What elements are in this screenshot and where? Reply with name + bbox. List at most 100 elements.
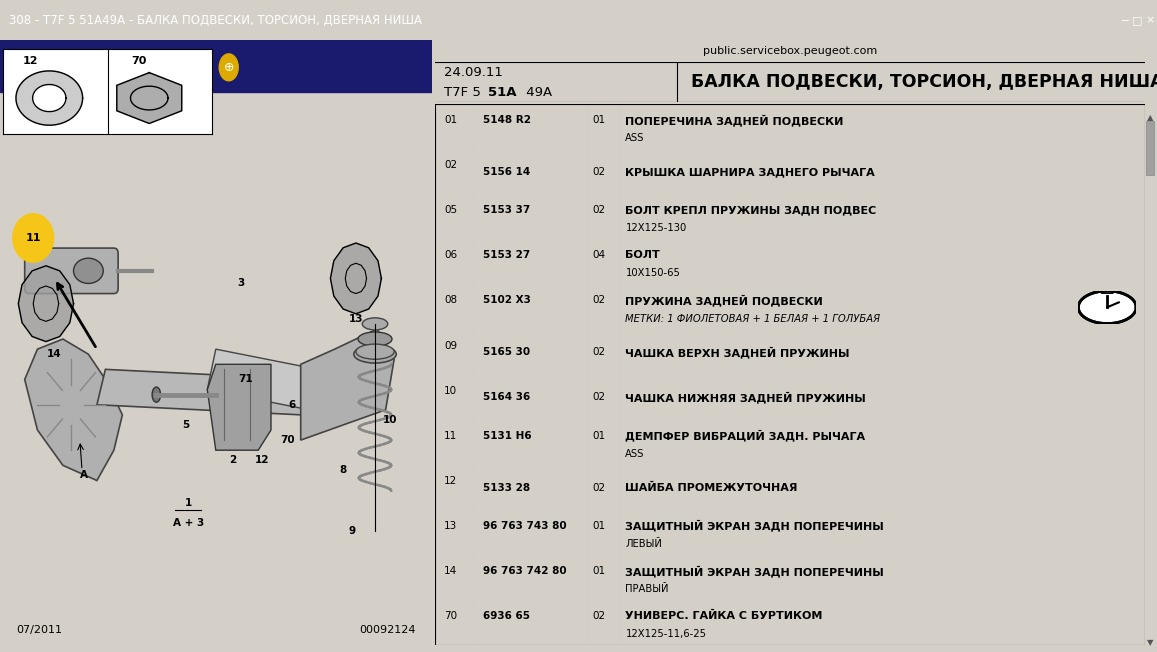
Polygon shape <box>19 266 74 342</box>
Text: ЧАШКА НИЖНЯЯ ЗАДНЕЙ ПРУЖИНЫ: ЧАШКА НИЖНЯЯ ЗАДНЕЙ ПРУЖИНЫ <box>626 392 867 404</box>
Polygon shape <box>301 329 395 440</box>
Text: ЗАЩИТНЫЙ ЭКРАН ЗАДН ПОПЕРЕЧИНЫ: ЗАЩИТНЫЙ ЭКРАН ЗАДН ПОПЕРЕЧИНЫ <box>626 565 884 577</box>
Text: 01: 01 <box>592 115 606 125</box>
Text: 10: 10 <box>383 415 397 425</box>
Text: 3: 3 <box>237 278 245 288</box>
Text: 01: 01 <box>444 115 457 125</box>
Text: 12: 12 <box>256 455 270 466</box>
Text: 10: 10 <box>444 386 457 396</box>
Circle shape <box>13 214 53 262</box>
Text: ПРАВЫЙ: ПРАВЫЙ <box>626 584 669 594</box>
Ellipse shape <box>356 344 395 359</box>
Text: УНИВЕРС. ГАЙКА С БУРТИКОМ: УНИВЕРС. ГАЙКА С БУРТИКОМ <box>626 611 823 621</box>
Text: 01: 01 <box>592 566 606 576</box>
Circle shape <box>219 54 238 81</box>
Text: 5102 X3: 5102 X3 <box>484 295 531 306</box>
Ellipse shape <box>354 346 396 363</box>
Text: ПОПЕРЕЧИНА ЗАДНЕЙ ПОДВЕСКИ: ПОПЕРЕЧИНА ЗАДНЕЙ ПОДВЕСКИ <box>626 114 843 126</box>
Text: КРЫШКА ШАРНИРА ЗАДНЕГО РЫЧАГА: КРЫШКА ШАРНИРА ЗАДНЕГО РЫЧАГА <box>626 167 875 177</box>
Text: 51A: 51A <box>487 86 516 98</box>
Text: 12X125-130: 12X125-130 <box>626 224 686 233</box>
Text: 5131 H6: 5131 H6 <box>484 431 532 441</box>
Text: A: A <box>80 471 88 481</box>
Text: ▲: ▲ <box>1147 113 1154 123</box>
Text: 02: 02 <box>592 205 606 215</box>
Ellipse shape <box>358 332 392 346</box>
Text: 07/2011: 07/2011 <box>16 625 62 634</box>
Text: T7F 5: T7F 5 <box>443 86 485 98</box>
Text: 24.09.11: 24.09.11 <box>443 66 502 78</box>
Text: ─: ─ <box>1121 15 1128 25</box>
Text: 00092124: 00092124 <box>359 625 415 634</box>
Text: ▼: ▼ <box>1147 638 1154 647</box>
Text: 12: 12 <box>444 476 457 486</box>
Text: 05: 05 <box>444 205 457 215</box>
Polygon shape <box>24 339 123 481</box>
Text: ⊕: ⊕ <box>185 61 196 74</box>
Text: 1: 1 <box>185 498 192 509</box>
Text: 5153 27: 5153 27 <box>484 250 531 260</box>
Text: 01: 01 <box>592 521 606 531</box>
Text: 5164 36: 5164 36 <box>484 393 531 402</box>
Text: ЛЕВЫЙ: ЛЕВЫЙ <box>626 539 662 549</box>
Text: 5: 5 <box>183 420 190 430</box>
Text: 5133 28: 5133 28 <box>484 482 530 493</box>
Text: 6936 65: 6936 65 <box>484 611 530 621</box>
Text: ДЕМПФЕР ВИБРАЦИЙ ЗАДН. РЫЧАГА: ДЕМПФЕР ВИБРАЦИЙ ЗАДН. РЫЧАГА <box>626 430 865 441</box>
Text: 02: 02 <box>592 295 606 306</box>
Text: 13: 13 <box>348 314 363 324</box>
Text: ⊕: ⊕ <box>146 61 156 74</box>
Text: 01: 01 <box>592 431 606 441</box>
Circle shape <box>141 54 161 81</box>
Text: public.servicebox.peugeot.com: public.servicebox.peugeot.com <box>703 46 877 56</box>
Text: 71: 71 <box>238 374 253 385</box>
Polygon shape <box>32 85 66 111</box>
Text: ЗАЩИТНЫЙ ЭКРАН ЗАДН ПОПЕРЕЧИНЫ: ЗАЩИТНЫЙ ЭКРАН ЗАДН ПОПЕРЕЧИНЫ <box>626 520 884 532</box>
Text: МЕТКИ: 1 ФИОЛЕТОВАЯ + 1 БЕЛАЯ + 1 ГОЛУБАЯ: МЕТКИ: 1 ФИОЛЕТОВАЯ + 1 БЕЛАЯ + 1 ГОЛУБА… <box>626 314 880 323</box>
Text: 70: 70 <box>281 435 295 445</box>
Text: 02: 02 <box>592 167 606 177</box>
Text: ×: × <box>1145 15 1155 25</box>
FancyBboxPatch shape <box>24 248 118 293</box>
Text: 02: 02 <box>444 160 457 170</box>
Text: ЧАШКА ВЕРХН ЗАДНЕЙ ПРУЖИНЫ: ЧАШКА ВЕРХН ЗАДНЕЙ ПРУЖИНЫ <box>626 346 850 358</box>
Polygon shape <box>1078 291 1136 323</box>
Text: ШАЙБА ПРОМЕЖУТОЧНАЯ: ШАЙБА ПРОМЕЖУТОЧНАЯ <box>626 482 798 493</box>
Text: 308 - T7F 5 51A49A - БАЛКА ПОДВЕСКИ, ТОРСИОН, ДВЕРНАЯ НИША: 308 - T7F 5 51A49A - БАЛКА ПОДВЕСКИ, ТОР… <box>9 14 422 27</box>
Ellipse shape <box>152 387 161 402</box>
Text: ПРУЖИНА ЗАДНЕЙ ПОДВЕСКИ: ПРУЖИНА ЗАДНЕЙ ПОДВЕСКИ <box>626 295 823 306</box>
Polygon shape <box>207 349 318 409</box>
Text: 04: 04 <box>592 250 606 260</box>
Text: 11: 11 <box>444 431 457 441</box>
Text: 02: 02 <box>592 482 606 493</box>
Text: БАЛКА ПОДВЕСКИ, ТОРСИОН, ДВЕРНАЯ НИША: БАЛКА ПОДВЕСКИ, ТОРСИОН, ДВЕРНАЯ НИША <box>691 73 1157 91</box>
Text: БОЛТ КРЕПЛ ПРУЖИНЫ ЗАДН ПОДВЕС: БОЛТ КРЕПЛ ПРУЖИНЫ ЗАДН ПОДВЕС <box>626 205 877 215</box>
Text: 70: 70 <box>131 55 147 66</box>
Text: 12X125-11,6-25: 12X125-11,6-25 <box>626 629 707 639</box>
FancyBboxPatch shape <box>1101 289 1113 293</box>
Polygon shape <box>207 364 271 450</box>
Text: 11: 11 <box>25 233 40 243</box>
Text: A + 3: A + 3 <box>172 518 204 528</box>
Bar <box>1147 121 1154 175</box>
Text: ASS: ASS <box>626 133 644 143</box>
Text: 09: 09 <box>444 340 457 351</box>
Text: 5165 30: 5165 30 <box>484 348 530 357</box>
Text: 49A: 49A <box>522 86 552 98</box>
Text: 14: 14 <box>444 566 457 576</box>
Text: 08: 08 <box>444 295 457 306</box>
Text: 6: 6 <box>288 400 296 409</box>
Text: 02: 02 <box>592 393 606 402</box>
Text: 02: 02 <box>592 611 606 621</box>
Text: 14: 14 <box>47 349 61 359</box>
Text: 70: 70 <box>444 611 457 621</box>
Text: ⊕: ⊕ <box>223 61 234 74</box>
Ellipse shape <box>74 258 103 284</box>
Text: 2: 2 <box>229 455 236 466</box>
Text: ASS: ASS <box>626 449 644 459</box>
Text: 96 763 742 80: 96 763 742 80 <box>484 566 567 576</box>
Text: 8: 8 <box>339 466 347 475</box>
Text: 13: 13 <box>444 521 457 531</box>
Text: 9: 9 <box>348 526 355 536</box>
Polygon shape <box>117 72 182 123</box>
